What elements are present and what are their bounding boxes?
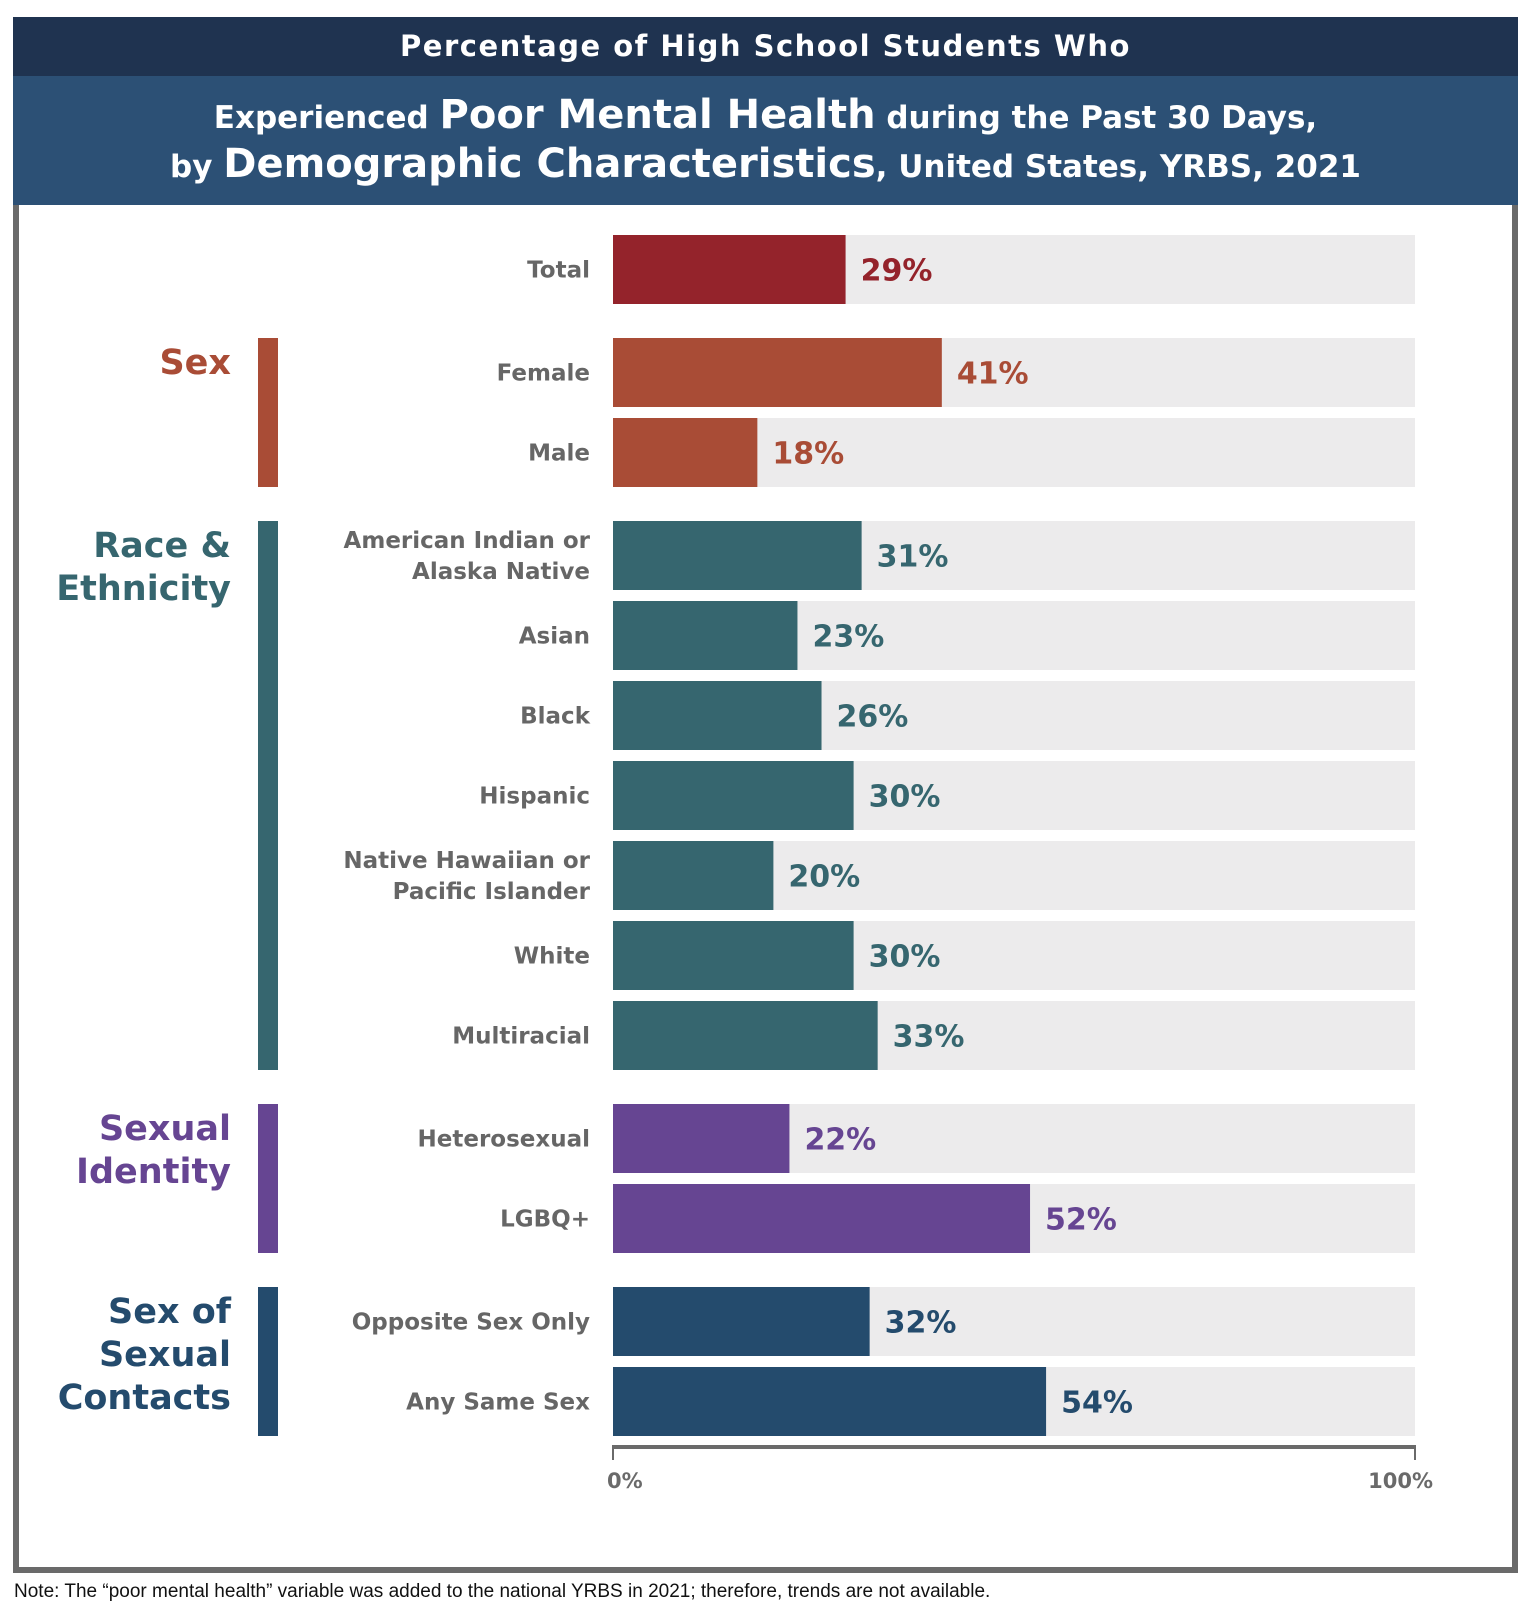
chart-title-main: Experienced Poor Mental Health during th… — [13, 76, 1518, 205]
category-label-multiracial: Multiracial — [452, 1024, 590, 1050]
value-label-heterosexual: 22% — [804, 1123, 876, 1158]
value-label-total: 29% — [861, 254, 933, 289]
category-label-native-hawaiian-or-pacific-islander: Pacific Islander — [393, 879, 591, 905]
value-label-male: 18% — [772, 437, 844, 472]
category-label-heterosexual: Heterosexual — [418, 1127, 591, 1153]
value-label-lgbq: 52% — [1045, 1203, 1117, 1238]
value-label-hispanic: 30% — [869, 780, 941, 815]
group-label-sex-of-sexual-contacts: Contacts — [58, 1378, 231, 1418]
category-label-white: White — [514, 944, 590, 970]
bar-any-same-sex — [613, 1367, 1047, 1436]
category-label-american-indian-or-alaska-native: Alaska Native — [412, 559, 590, 585]
group-bracket-sex — [258, 338, 278, 487]
value-label-black: 26% — [837, 700, 909, 735]
category-label-any-same-sex: Any Same Sex — [406, 1390, 590, 1416]
bar-heterosexual — [613, 1104, 790, 1173]
bar-male — [613, 418, 758, 487]
value-label-white: 30% — [869, 940, 941, 975]
bar-native-hawaiian-or-pacific-islander — [613, 841, 774, 910]
value-label-native-hawaiian-or-pacific-islander: 20% — [788, 860, 860, 895]
category-label-american-indian-or-alaska-native: American Indian or — [344, 528, 591, 554]
category-label-black: Black — [520, 704, 591, 730]
category-label-male: Male — [528, 441, 590, 467]
x-tick-label: 100% — [1368, 1469, 1433, 1493]
category-label-opposite-sex-only: Opposite Sex Only — [352, 1310, 590, 1336]
value-label-any-same-sex: 54% — [1061, 1386, 1133, 1421]
bar-asian — [613, 601, 798, 670]
bar-female — [613, 338, 942, 407]
category-label-female: Female — [497, 361, 590, 387]
title-emphasis: Demographic Characteristics — [223, 141, 876, 187]
bar-white — [613, 921, 854, 990]
category-label-total: Total — [527, 258, 590, 284]
group-label-sex-of-sexual-contacts: Sexual — [99, 1335, 231, 1375]
category-label-asian: Asian — [519, 624, 590, 650]
title-line-2: Experienced Poor Mental Health during th… — [13, 92, 1518, 141]
group-bracket-race-ethnicity — [258, 521, 278, 1070]
chart-title-top: Percentage of High School Students Who — [13, 17, 1518, 76]
category-label-native-hawaiian-or-pacific-islander: Native Hawaiian or — [343, 848, 590, 874]
value-label-female: 41% — [957, 357, 1029, 392]
title-line-3: by Demographic Characteristics, United S… — [13, 141, 1518, 190]
bar-american-indian-or-alaska-native — [613, 521, 862, 590]
group-label-sexual-identity: Sexual — [99, 1109, 231, 1149]
bar-multiracial — [613, 1001, 878, 1070]
value-label-asian: 23% — [812, 620, 884, 655]
bar-total — [613, 235, 846, 304]
bar-black — [613, 681, 822, 750]
title-text: Experienced — [213, 100, 440, 136]
value-label-opposite-sex-only: 32% — [885, 1306, 957, 1341]
value-label-multiracial: 33% — [893, 1020, 965, 1055]
title-text: , United States, YRBS, 2021 — [875, 149, 1361, 185]
group-label-sex-of-sexual-contacts: Sex of — [108, 1292, 232, 1332]
group-label-sex: Sex — [159, 343, 231, 383]
value-label-american-indian-or-alaska-native: 31% — [877, 540, 949, 575]
bar-lgbq — [613, 1184, 1031, 1253]
group-label-sexual-identity: Identity — [76, 1152, 231, 1192]
category-label-lgbq: LGBQ+ — [500, 1207, 590, 1233]
title-text: by — [170, 149, 224, 185]
bar-hispanic — [613, 761, 854, 830]
title-emphasis: Poor Mental Health — [439, 92, 876, 138]
x-tick-label: 0% — [607, 1469, 643, 1493]
title-text: during the Past 30 Days, — [875, 100, 1318, 136]
group-label-race-ethnicity: Ethnicity — [56, 569, 231, 609]
group-label-race-ethnicity: Race & — [93, 526, 231, 566]
group-bracket-sexual-identity — [258, 1104, 278, 1253]
footnote: Note: The “poor mental health” variable … — [14, 1581, 991, 1602]
group-bracket-sex-of-sexual-contacts — [258, 1287, 278, 1436]
category-label-hispanic: Hispanic — [479, 784, 590, 810]
bar-opposite-sex-only — [613, 1287, 870, 1356]
